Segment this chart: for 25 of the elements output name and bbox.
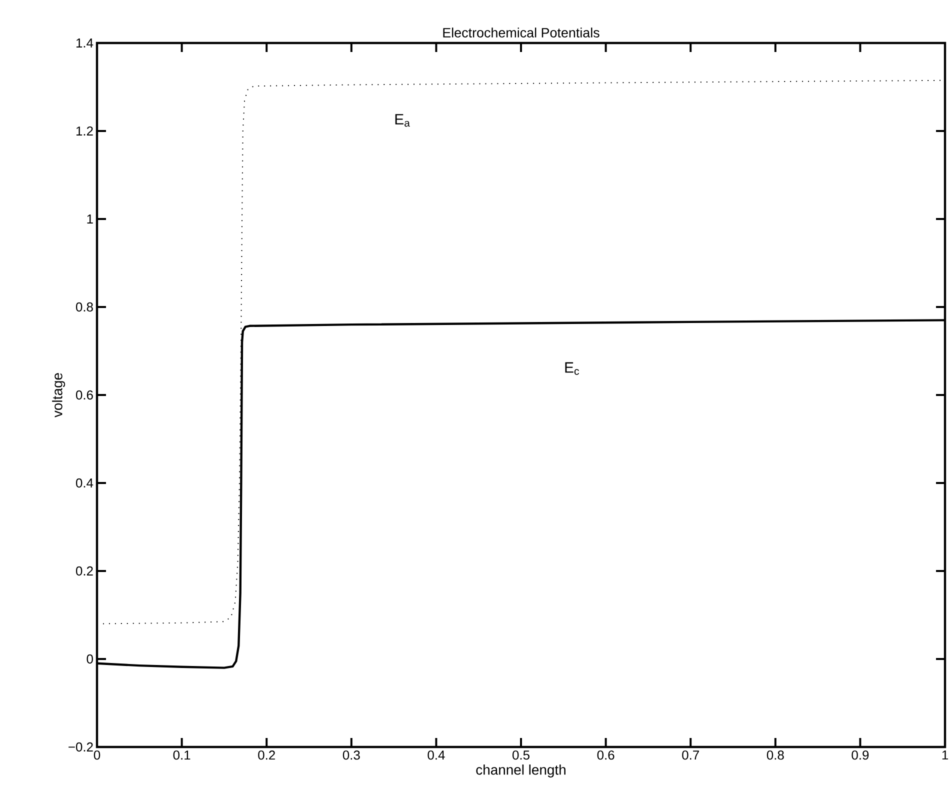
y-tick-label: 1.4 [76,38,94,48]
y-tick-label: 0.2 [76,566,93,576]
x-tick-label: 0.2 [258,750,275,760]
x-tick-label: 1 [942,750,948,760]
x-tick-label: 0.5 [512,750,530,760]
x-tick-label: 0.1 [173,750,190,760]
x-tick-label: 0.9 [852,750,869,760]
x-tick-label: 0.7 [682,750,699,760]
y-tick-label: 0.8 [76,302,93,312]
y-tick-label: 0 [86,654,93,664]
y-tick-label: −0.2 [68,742,93,752]
text: E$_{c}$ [565,362,579,375]
y-tick-label: 1.2 [76,126,93,136]
x-tick-label: 0.6 [597,750,614,760]
x-tick-label: 0.4 [428,750,445,760]
series-label: E$_{a}$ [395,114,410,127]
y-axis-title: voltage [52,373,66,418]
x-tick-label: 0 [94,750,100,760]
y-tick-label: 1 [87,214,93,224]
x-tick-label: 0.3 [342,750,360,760]
chart-title: Electrochemical Potentials [443,28,600,38]
x-axis-title: channel length [476,764,566,778]
x-tick-label: 0.8 [766,750,784,760]
y-tick-label: 0.6 [76,390,93,400]
y-tick-label: 0.4 [76,478,94,488]
